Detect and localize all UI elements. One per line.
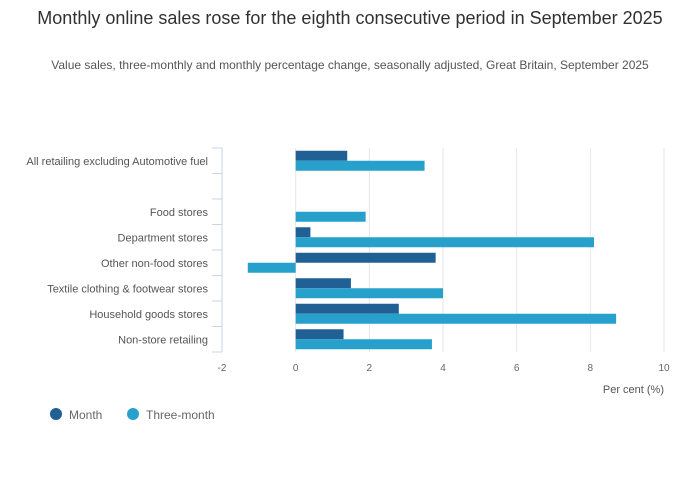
category-label: Department stores [118, 232, 209, 244]
bar-three-month [295, 339, 432, 350]
bar-three-month [295, 211, 366, 222]
category-label: Other non-food stores [101, 258, 209, 270]
bar-three-month [295, 313, 617, 324]
category-label: Non-store retailing [118, 334, 208, 346]
bar-month [295, 329, 344, 340]
bar-three-month [247, 262, 296, 273]
x-tick-label: -2 [218, 363, 227, 374]
x-axis-title: Per cent (%) [603, 384, 664, 396]
chart-subtitle: Value sales, three-monthly and monthly p… [51, 58, 649, 72]
legend-marker [50, 408, 62, 420]
bar-month [295, 278, 351, 289]
bar-month [295, 227, 311, 238]
bar-three-month [295, 288, 443, 299]
category-label: All retailing excluding Automotive fuel [26, 156, 208, 168]
category-label: Food stores [150, 207, 209, 219]
x-tick-label: 10 [658, 363, 670, 374]
x-tick-label: 6 [514, 363, 520, 374]
x-tick-label: 8 [588, 363, 594, 374]
legend-label: Month [69, 408, 102, 422]
bar-three-month [295, 237, 595, 248]
category-label: Household goods stores [89, 309, 208, 321]
legend-marker [127, 408, 139, 420]
bar-month [295, 150, 348, 161]
legend-layer: Month Three-month [50, 408, 215, 422]
bar-three-month [295, 160, 425, 171]
x-tick-label: 0 [293, 363, 299, 374]
legend-label: Three-month [146, 408, 215, 422]
bar-month [295, 252, 436, 263]
bar-layer [247, 150, 617, 350]
chart-title: Monthly online sales rose for the eighth… [37, 8, 663, 28]
category-label: Textile clothing & footwear stores [47, 283, 208, 295]
axis-layer: -2 0 2 4 6 8 10 All retailing excluding Automot… [26, 147, 670, 396]
bar-month [295, 303, 399, 314]
x-tick-label: 2 [367, 363, 373, 374]
x-tick-label: 4 [440, 363, 446, 374]
